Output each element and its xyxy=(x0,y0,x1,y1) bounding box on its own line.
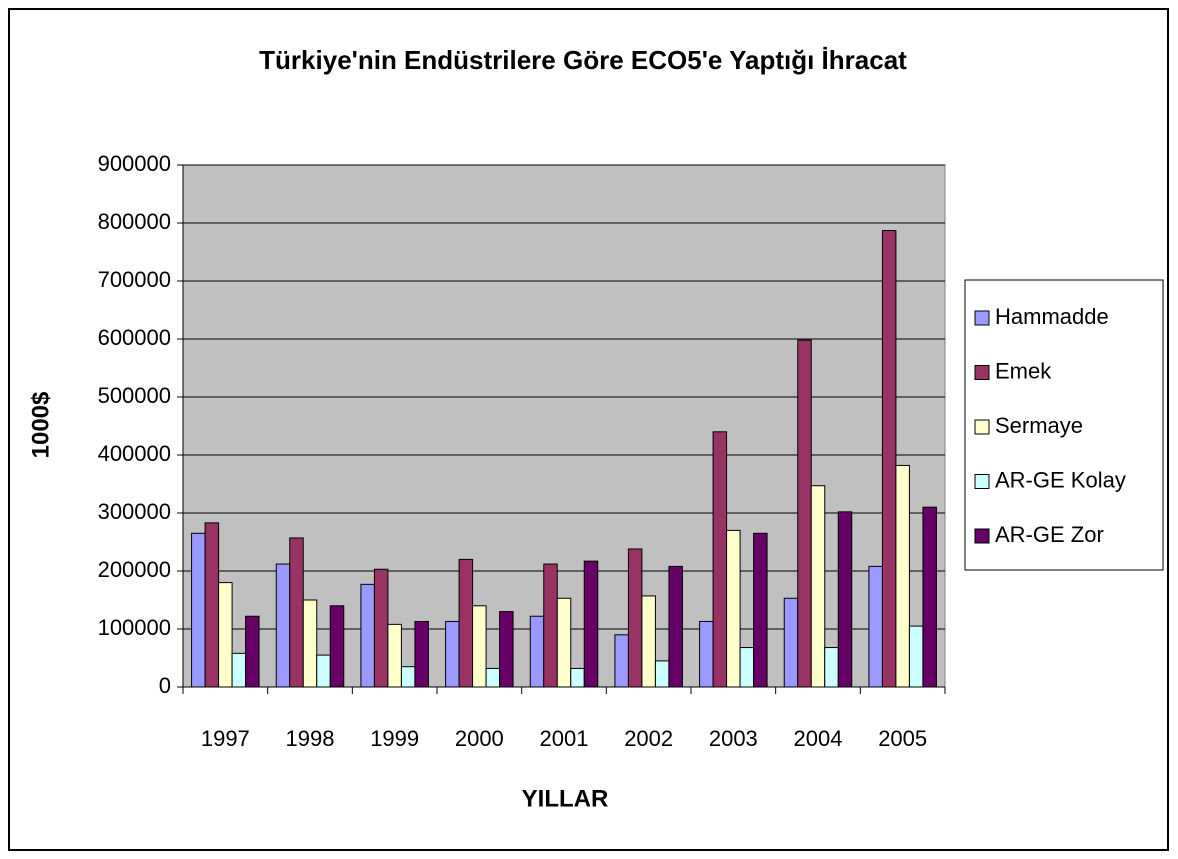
legend-label: Emek xyxy=(995,358,1052,383)
legend-label: Sermaye xyxy=(995,413,1083,438)
bar xyxy=(641,595,656,688)
y-tick-label: 600000 xyxy=(98,325,171,350)
bar xyxy=(556,597,572,688)
bar xyxy=(445,620,460,688)
legend-swatch xyxy=(974,419,990,435)
bar xyxy=(472,605,487,688)
bar xyxy=(868,565,883,688)
x-tick-label: 2003 xyxy=(709,726,758,751)
y-tick-label: 800000 xyxy=(98,209,171,234)
y-tick-label: 400000 xyxy=(98,441,171,466)
legend-box xyxy=(964,279,1164,571)
bar xyxy=(414,620,429,688)
bar xyxy=(699,620,714,688)
bar xyxy=(485,667,501,688)
bar xyxy=(289,537,304,688)
bar xyxy=(499,611,514,688)
y-tick-label: 200000 xyxy=(98,557,171,582)
legend-label: AR-GE Kolay xyxy=(995,467,1126,492)
legend-swatch xyxy=(974,310,990,326)
bar xyxy=(753,532,768,688)
x-tick-label: 1997 xyxy=(201,726,250,751)
y-tick-label: 300000 xyxy=(98,499,171,524)
y-tick-label: 100000 xyxy=(98,615,171,640)
bar xyxy=(627,548,643,688)
bar xyxy=(400,666,416,688)
bar xyxy=(245,615,260,688)
y-tick-label: 0 xyxy=(159,673,171,698)
bar xyxy=(895,464,910,688)
y-tick-label: 900000 xyxy=(98,151,171,176)
bar xyxy=(316,654,331,688)
legend-label: AR-GE Zor xyxy=(995,522,1104,547)
bar xyxy=(797,339,812,688)
bar xyxy=(739,647,755,688)
x-tick-label: 2005 xyxy=(878,726,927,751)
bar xyxy=(783,597,799,688)
y-tick-label: 700000 xyxy=(98,267,171,292)
x-tick-label: 1999 xyxy=(370,726,419,751)
x-tick-label: 2001 xyxy=(540,726,589,751)
bar xyxy=(543,563,558,688)
y-axis-title: 1000$ xyxy=(27,391,54,458)
bar xyxy=(387,623,402,688)
bar xyxy=(204,522,220,688)
bar xyxy=(726,529,741,688)
bar xyxy=(908,625,924,688)
bar xyxy=(458,558,474,688)
y-tick-label: 500000 xyxy=(98,383,171,408)
bar xyxy=(881,230,897,688)
bar xyxy=(218,582,233,688)
bar xyxy=(824,647,839,688)
x-tick-label: 2002 xyxy=(624,726,673,751)
x-tick-label: 2004 xyxy=(794,726,843,751)
x-axis-title: YILLAR xyxy=(522,785,609,812)
legend-swatch xyxy=(974,528,990,544)
bar xyxy=(583,560,599,688)
bar xyxy=(712,431,728,688)
legend-label: Hammadde xyxy=(995,304,1109,329)
bar xyxy=(922,506,937,688)
bar xyxy=(329,605,345,688)
bar xyxy=(570,667,585,688)
bar xyxy=(373,568,389,688)
plot-area: 0 100000 200000 300000 400000 500000 600000 700… xyxy=(98,151,946,698)
chart-title: Türkiye'nin Endüstrilere Göre ECO5'e Yap… xyxy=(259,45,907,75)
x-tick-label: 2000 xyxy=(455,726,504,751)
bar xyxy=(810,485,826,688)
bar xyxy=(302,599,318,688)
bar xyxy=(837,511,853,688)
bar xyxy=(668,565,683,688)
x-tick-label: 1998 xyxy=(286,726,335,751)
bar xyxy=(275,563,291,688)
bar xyxy=(360,583,375,688)
bar xyxy=(231,652,247,688)
bar xyxy=(654,660,670,688)
legend-swatch xyxy=(974,474,990,489)
bar xyxy=(614,634,629,688)
bar xyxy=(191,532,206,688)
bar xyxy=(529,615,545,688)
legend-swatch xyxy=(974,365,990,380)
